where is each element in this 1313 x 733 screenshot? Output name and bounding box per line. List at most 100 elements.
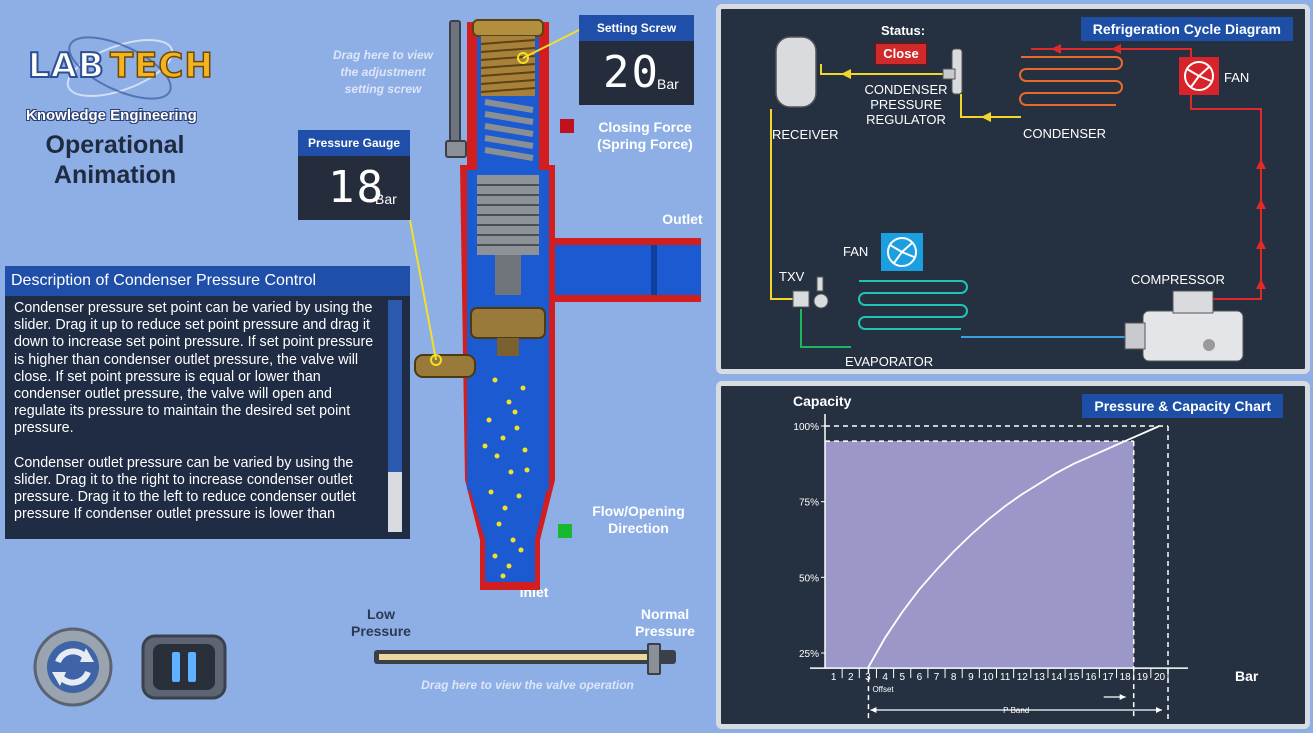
setting-screw-display: Setting Screw 20 Bar	[579, 15, 694, 105]
slider-hint: Drag here to view the valve operation	[421, 678, 634, 692]
pressure-slider-handle[interactable]	[646, 643, 661, 675]
y-tick-label: 50%	[799, 573, 819, 584]
receiver-icon	[775, 36, 817, 108]
pband-arrow-head-left	[870, 707, 877, 713]
hint-screw-line1: Drag here to view	[332, 48, 434, 62]
reset-button[interactable]	[28, 626, 118, 708]
pointer-lines	[409, 29, 580, 366]
x-tick-label: 1	[831, 672, 837, 683]
y-tick-label: 25%	[799, 649, 819, 660]
refrigeration-panel: Refrigeration Cycle Diagram	[716, 4, 1310, 374]
offset-label: Offset	[872, 685, 894, 694]
description-paragraph-1: Condenser pressure set point can be vari…	[14, 300, 374, 437]
slider-low-label: Low Pressure	[340, 606, 422, 640]
regulator-label-line2: PRESSURE	[870, 97, 942, 112]
txv-label: TXV	[779, 269, 805, 284]
x-tick-label: 14	[1051, 672, 1063, 683]
x-tick-label: 9	[968, 672, 974, 683]
description-scrollbar-thumb[interactable]	[388, 300, 402, 472]
compressor-icon	[1124, 290, 1244, 362]
txv-icon	[792, 276, 829, 309]
x-tick-label: 2	[848, 672, 854, 683]
pause-icon	[141, 634, 227, 700]
closing-force-line2: (Spring Force)	[597, 136, 693, 152]
condenser-fan-icon	[1179, 57, 1219, 95]
logo-lab-text: LAB	[27, 45, 105, 87]
y-tick-label: 100%	[793, 422, 819, 433]
page-title-line1: Operational	[45, 131, 185, 159]
condenser-label: CONDENSER	[1023, 126, 1107, 141]
x-tick-label: 5	[899, 672, 905, 683]
closing-force-label: Closing Force (Spring Force)	[580, 119, 710, 153]
outlet-label: Outlet	[662, 211, 703, 227]
flow-bubbles	[482, 377, 530, 579]
pband-arrow-head-right	[1156, 707, 1162, 713]
x-tick-label: 4	[882, 672, 888, 683]
capacity-chart-panel: Pressure & Capacity Chart Capacity Bar 2…	[716, 381, 1310, 729]
x-tick-label: 15	[1068, 672, 1080, 683]
offset-arrow-head	[1119, 694, 1126, 700]
logo	[20, 20, 220, 120]
regulator-label: CONDENSER PRESSURE REGULATOR	[853, 82, 959, 127]
pressure-slider-track[interactable]	[374, 650, 676, 664]
compressor-label: COMPRESSOR	[1131, 272, 1225, 287]
regulator-label-line1: CONDENSER	[864, 82, 948, 97]
x-tick-label: 17	[1102, 672, 1114, 683]
x-tick-label: 19	[1137, 672, 1149, 683]
closing-force-marker	[560, 119, 574, 133]
status-button[interactable]: Close	[875, 43, 927, 65]
pressure-gauge-value: 18	[328, 162, 385, 213]
refrigeration-diagram	[770, 36, 1266, 362]
slider-low-line1: Low	[367, 606, 395, 622]
setting-screw-slider-handle[interactable]	[445, 140, 467, 158]
chart-x-label: Bar	[1235, 668, 1259, 684]
bellows	[477, 175, 539, 295]
description-body: Condenser pressure set point can be vari…	[5, 296, 410, 536]
evaporator-fan-icon	[881, 233, 923, 271]
pband-label: P Band	[1003, 706, 1029, 715]
slider-low-line2: Pressure	[351, 623, 411, 639]
status-label: Status:	[881, 23, 926, 38]
hint-screw: Drag here to view the adjustment setting…	[323, 47, 443, 98]
hint-screw-line2: the adjustment	[340, 65, 426, 79]
pressure-gauge: Pressure Gauge 18 Bar	[298, 130, 410, 220]
slider-high-line2: Pressure	[635, 623, 695, 639]
y-tick-label: 75%	[799, 498, 819, 509]
x-tick-label: 13	[1034, 672, 1046, 683]
logo-tech-text: TECH	[109, 45, 214, 87]
slider-high-label: Normal Pressure	[624, 606, 706, 640]
valve-illustration	[414, 19, 701, 590]
logo-orbit-icon	[66, 36, 174, 100]
description-title: Description of Condenser Pressure Contro…	[5, 266, 410, 296]
logo-tagline: Knowledge Engineering	[26, 107, 197, 124]
hint-screw-line3: setting screw	[344, 82, 422, 96]
flow-direction-label: Flow/Opening Direction	[576, 503, 701, 537]
evaporator-fan-label: FAN	[843, 244, 869, 259]
slider-high-line1: Normal	[640, 606, 690, 622]
x-tick-label: 20	[1154, 672, 1166, 683]
evaporator-label: EVAPORATOR	[845, 354, 934, 369]
capacity-curve	[867, 425, 1160, 669]
description-panel: Description of Condenser Pressure Contro…	[5, 266, 410, 539]
reset-icon	[33, 627, 113, 707]
pressure-gauge-label: Pressure Gauge	[298, 130, 410, 156]
screw-threads	[480, 36, 536, 96]
condenser-fan-label: FAN	[1224, 70, 1250, 85]
flow-direction-line1: Flow/Opening	[592, 503, 685, 519]
regulator-label-line3: REGULATOR	[866, 112, 946, 127]
capacity-chart: 25%50%75%100%123456789101112131415161718…	[793, 414, 1188, 719]
evaporator-coil	[858, 280, 968, 330]
setting-screw-unit: Bar	[657, 76, 679, 92]
regulator-icon	[942, 48, 963, 95]
description-paragraph-2: Condenser outlet pressure can be varied …	[14, 454, 356, 523]
pause-button[interactable]	[141, 634, 227, 700]
flow-direction-marker	[558, 524, 572, 538]
flow-direction-line2: Direction	[608, 520, 669, 536]
page-title-line2: Animation	[53, 161, 177, 189]
closing-force-line1: Closing Force	[598, 119, 692, 135]
refrigeration-title: Refrigeration Cycle Diagram	[1080, 17, 1293, 41]
x-tick-label: 11	[1000, 672, 1011, 683]
x-tick-label: 12	[1017, 672, 1029, 683]
pressure-slider-fill	[379, 654, 647, 660]
x-tick-label: 18	[1120, 672, 1132, 683]
